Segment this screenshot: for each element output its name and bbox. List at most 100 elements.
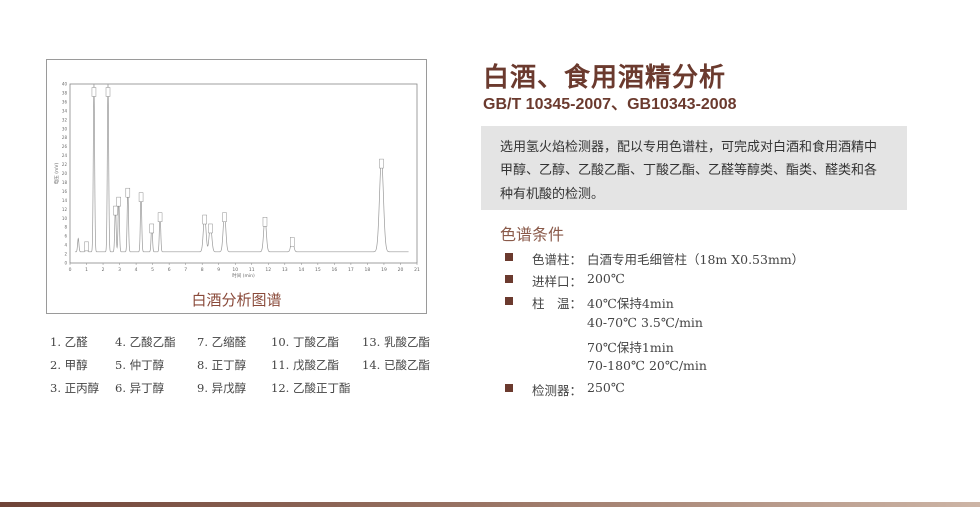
x-tick-label: 3 xyxy=(118,267,121,273)
y-tick-label: 20 xyxy=(62,171,68,176)
detector-label: 检测器： xyxy=(532,383,583,398)
y-tick-label: 22 xyxy=(62,162,68,167)
peak-label-marker xyxy=(208,223,213,234)
x-tick-label: 6 xyxy=(168,267,171,273)
y-tick-label: 26 xyxy=(62,144,68,149)
x-tick-label: 11 xyxy=(249,267,255,273)
peak-label-marker xyxy=(84,241,89,252)
bottom-bar xyxy=(0,502,980,507)
inlet-label: 进样口： xyxy=(532,274,583,289)
description-line: 种有机酸的检测。 xyxy=(500,187,605,202)
x-tick-label: 8 xyxy=(201,267,204,273)
y-tick-label: 24 xyxy=(62,153,68,158)
peak-label-marker xyxy=(290,237,295,247)
x-tick-label: 14 xyxy=(298,267,304,273)
x-tick-label: 1 xyxy=(85,267,88,273)
temp-label: 柱 温： xyxy=(532,296,583,311)
description-line: 甲醇、乙醇、乙酸乙酯、丁酸乙酯、乙醛等醇类、酯类、醛类和各 xyxy=(500,163,878,178)
peak-label-marker xyxy=(116,196,121,207)
plot-area xyxy=(69,83,418,264)
x-tick-label: 20 xyxy=(398,267,404,273)
x-tick-label: 18 xyxy=(365,267,371,273)
y-tick-label: 38 xyxy=(62,90,68,95)
bullet-icon xyxy=(505,384,513,392)
y-tick-label: 4 xyxy=(64,243,67,248)
peak-label-marker xyxy=(262,217,268,227)
x-tick-label: 10 xyxy=(232,267,238,273)
peak-label-marker xyxy=(125,187,131,198)
legend-item: 14. 已酸乙酯 xyxy=(362,358,430,372)
detector-value: 250℃ xyxy=(587,380,625,395)
legend-item: 4. 乙酸乙酯 xyxy=(115,335,176,349)
peak-label-marker xyxy=(157,212,163,222)
peak-label-marker xyxy=(222,212,227,222)
legend-item: 5. 仲丁醇 xyxy=(115,358,165,372)
inlet-value: 200℃ xyxy=(587,271,625,286)
x-tick-label: 12 xyxy=(265,267,271,273)
peak-label-marker xyxy=(91,87,97,97)
temp-step: 70℃保持1min xyxy=(587,340,674,355)
y-tick-label: 32 xyxy=(62,117,68,122)
bullet-icon xyxy=(505,253,513,261)
temp-step: 70-180℃ 20℃/min xyxy=(587,358,707,373)
y-tick-label: 12 xyxy=(62,207,68,212)
bullet-icon xyxy=(505,275,513,283)
legend-item: 1. 乙醛 xyxy=(50,335,88,349)
legend-item: 2. 甲醇 xyxy=(50,358,88,372)
y-tick-label: 36 xyxy=(62,99,68,104)
chromatogram-frame xyxy=(46,59,427,314)
standard-numbers: GB/T 10345-2007、GB10343-2008 xyxy=(483,96,737,113)
chart-caption: 白酒分析图谱 xyxy=(191,291,282,309)
peak-label-marker xyxy=(105,87,111,97)
y-tick-label: 30 xyxy=(62,126,68,131)
x-tick-label: 7 xyxy=(184,267,187,273)
legend-item: 7. 乙缩醛 xyxy=(197,335,247,349)
chromatogram-chart: 0 1 2 3 4 5 6 7 8 9 10 11 12 13 14 15 16 17 18 19 20 21024681… xyxy=(53,82,420,280)
conditions-title: 色谱条件 xyxy=(500,225,565,244)
y-tick-label: 0 xyxy=(64,261,67,266)
peak-label-marker xyxy=(149,223,154,234)
y-tick-label: 6 xyxy=(64,234,67,239)
y-axis-label: 电压 (mV) xyxy=(53,163,60,185)
x-tick-label: 0 xyxy=(69,267,72,273)
legend-item: 10. 丁酸乙酯 xyxy=(271,335,339,349)
chromatogram-trace xyxy=(74,83,409,253)
column-label: 色谱柱： xyxy=(532,252,583,267)
x-tick-label: 16 xyxy=(332,267,338,273)
y-tick-label: 28 xyxy=(62,135,68,140)
peak-label-marker xyxy=(113,205,118,216)
legend-item: 8. 正丁醇 xyxy=(197,358,247,372)
bullet-icon xyxy=(505,297,513,305)
legend-item: 6. 异丁醇 xyxy=(115,381,165,395)
y-tick-label: 16 xyxy=(62,189,68,194)
legend-item: 9. 异戊醇 xyxy=(197,381,247,395)
x-tick-label: 21 xyxy=(414,267,420,273)
page-title: 白酒、食用酒精分析 xyxy=(483,63,727,93)
y-tick-label: 14 xyxy=(62,198,68,203)
x-tick-label: 17 xyxy=(348,267,354,273)
peak-label-marker xyxy=(138,192,144,202)
x-tick-label: 5 xyxy=(151,267,154,273)
x-tick-label: 19 xyxy=(381,267,387,273)
x-tick-label: 13 xyxy=(282,267,288,273)
legend-item: 3. 正丙醇 xyxy=(50,381,100,395)
legend-item: 12. 乙酸正丁酯 xyxy=(271,381,351,395)
legend-item: 13. 乳酸乙酯 xyxy=(362,335,430,349)
peak-label-marker xyxy=(202,214,207,225)
description-line: 选用氢火焰检测器，配以专用色谱柱，可完成对白酒和食用酒精中 xyxy=(500,140,878,155)
y-tick-label: 2 xyxy=(64,252,67,257)
legend-item: 11. 戊酸乙酯 xyxy=(271,358,339,372)
y-tick-label: 18 xyxy=(62,180,68,185)
temp-step: 40-70℃ 3.5℃/min xyxy=(587,315,703,330)
x-tick-label: 4 xyxy=(135,267,138,273)
x-tick-label: 9 xyxy=(217,267,220,273)
description-box: 选用氢火焰检测器，配以专用色谱柱，可完成对白酒和食用酒精中 甲醇、乙醇、乙酸乙酯… xyxy=(481,126,907,210)
x-axis-label: 时间 (min) xyxy=(232,272,255,279)
temp-step: 40℃保持4min xyxy=(587,296,674,311)
x-tick-label: 15 xyxy=(315,267,321,273)
column-value: 白酒专用毛细管柱（18m X0.53mm） xyxy=(587,252,805,267)
peak-label-marker xyxy=(379,158,384,169)
y-tick-label: 10 xyxy=(62,216,68,221)
y-tick-label: 8 xyxy=(64,225,67,230)
x-tick-label: 2 xyxy=(102,267,105,273)
